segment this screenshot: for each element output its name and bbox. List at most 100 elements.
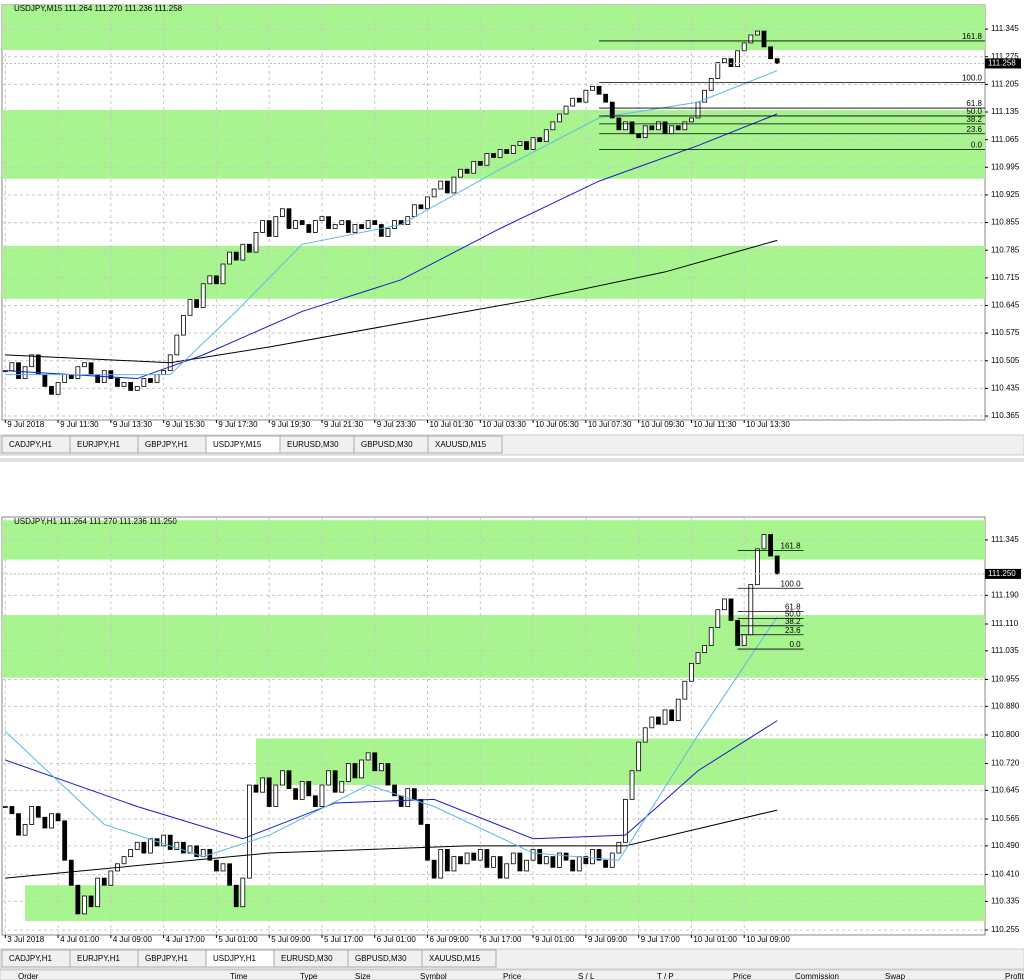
y-tick-label: 110.335: [991, 896, 1020, 905]
candle: [121, 856, 127, 865]
candle: [326, 770, 331, 786]
candle: [194, 299, 200, 308]
candle: [75, 884, 81, 915]
candle: [378, 763, 384, 772]
candle: [148, 838, 153, 854]
tab-label[interactable]: EURJPY,H1: [77, 954, 121, 963]
tab-label[interactable]: GBPJPY,H1: [145, 954, 189, 963]
candle: [42, 816, 48, 829]
candle: [557, 852, 562, 868]
y-tick-label: 110.880: [991, 701, 1020, 710]
candle: [504, 149, 510, 154]
candle: [576, 97, 582, 103]
candle: [293, 220, 298, 229]
candle: [167, 834, 173, 850]
candle: [29, 354, 35, 368]
x-tick-label: 9 Jul 19:30: [271, 420, 311, 429]
candle: [471, 852, 477, 861]
y-tick-label: 110.435: [991, 384, 1020, 393]
candle: [266, 220, 272, 237]
candle: [246, 784, 252, 879]
tab-label[interactable]: GBPUSD,M30: [355, 954, 407, 963]
candle: [754, 548, 760, 586]
candle: [194, 845, 200, 858]
column-header: Size: [355, 972, 371, 980]
fibo-label: 38.2: [785, 617, 801, 626]
candle: [623, 121, 628, 131]
tab-label[interactable]: CADJPY,H1: [9, 440, 53, 449]
candle: [2, 806, 8, 808]
candle: [748, 34, 754, 44]
candle: [365, 220, 371, 229]
tab-label[interactable]: GBPJPY,H1: [145, 440, 189, 449]
column-header: Type: [300, 972, 318, 980]
candle: [510, 145, 516, 154]
candle: [345, 220, 351, 233]
candle: [240, 243, 246, 261]
candle: [207, 275, 213, 285]
fibo-label: 23.6: [785, 626, 801, 635]
y-tick-label: 111.275: [991, 52, 1019, 61]
candle: [240, 877, 246, 908]
x-tick-label: 10 Jul 05:30: [535, 420, 579, 429]
y-tick-label: 110.800: [991, 730, 1020, 739]
x-tick-label: 10 Jul 01:00: [693, 935, 737, 944]
fibo-label: 100.0: [781, 579, 802, 588]
candle: [378, 224, 384, 237]
price-tag-label: 111.250: [988, 569, 1016, 578]
candle: [438, 849, 444, 879]
y-tick-label: 110.785: [991, 245, 1020, 254]
candle: [570, 97, 576, 107]
candle: [22, 366, 28, 379]
candle: [200, 283, 206, 308]
tab-label[interactable]: CADJPY,H1: [9, 954, 53, 963]
candle: [550, 856, 556, 868]
candle: [623, 798, 628, 843]
candle: [530, 137, 536, 150]
candle: [365, 752, 371, 761]
tab[interactable]: [421, 949, 497, 968]
tab-label[interactable]: EURUSD,M30: [287, 440, 339, 449]
candle: [35, 354, 41, 375]
tab-label[interactable]: EURJPY,H1: [77, 440, 121, 449]
tab-label[interactable]: GBPUSD,M30: [361, 440, 413, 449]
candle: [629, 770, 635, 800]
y-tick-label: 111.345: [991, 24, 1019, 33]
candle: [82, 895, 87, 915]
candle: [517, 852, 523, 872]
tab-label[interactable]: USDJPY,M15: [213, 440, 262, 449]
zone: [2, 5, 985, 51]
column-header: Commission: [795, 972, 839, 980]
tab-label[interactable]: EURUSD,M30: [281, 954, 333, 963]
candle: [497, 149, 503, 158]
y-tick-label: 111.110: [991, 619, 1019, 628]
y-tick-label: 111.135: [991, 107, 1019, 116]
y-tick-label: 110.720: [991, 759, 1020, 768]
candle: [233, 251, 239, 261]
tab-label[interactable]: XAUUSD,M15: [435, 440, 487, 449]
candle: [675, 698, 681, 722]
y-tick-label: 110.365: [991, 411, 1020, 420]
candle: [9, 362, 15, 372]
candle: [451, 856, 457, 872]
candle: [517, 141, 523, 146]
candle: [754, 30, 760, 36]
candle: [636, 741, 642, 772]
candle: [425, 196, 430, 210]
candle: [477, 849, 483, 861]
y-tick-label: 111.205: [991, 79, 1019, 88]
candle: [444, 180, 450, 194]
candle: [471, 160, 477, 174]
candle: [246, 243, 252, 253]
moving-average: [4, 616, 778, 861]
candle: [359, 759, 364, 779]
tab-label[interactable]: XAUUSD,M15: [429, 954, 481, 963]
candle: [49, 386, 54, 395]
candle: [702, 645, 708, 654]
tab[interactable]: [427, 435, 503, 454]
x-tick-label: 4 Jul 01:00: [60, 935, 100, 944]
tab-label[interactable]: USDJPY,H1: [213, 954, 257, 963]
candle: [372, 220, 378, 225]
y-tick-label: 110.410: [991, 870, 1020, 879]
candle: [181, 314, 186, 336]
